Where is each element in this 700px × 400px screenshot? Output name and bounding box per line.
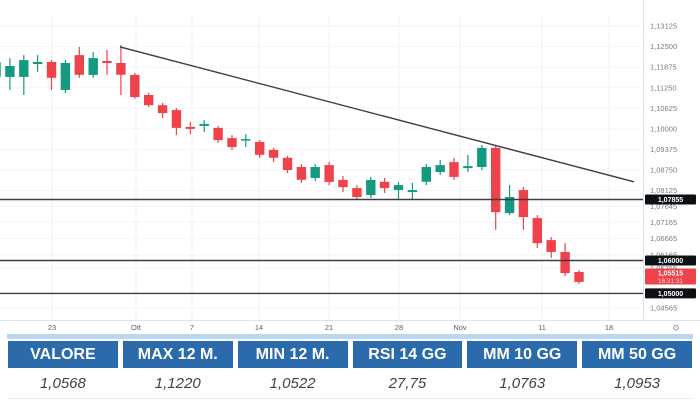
time-axis-labels[interactable]: 23 Ott 7 14 21 28 Nov 11 18 [48, 323, 613, 332]
header-min-12m: MIN 12 M. [237, 341, 348, 368]
svg-text:28: 28 [395, 323, 403, 332]
price-chart-panel: 1,13125 1,12500 1,11875 1,11250 1,10625 1,100… [0, 0, 700, 340]
svg-text:21: 21 [325, 323, 333, 332]
svg-text:1,08125: 1,08125 [650, 186, 677, 195]
svg-text:1,06000: 1,06000 [658, 258, 683, 265]
price-line-badges: 1,07855 1,06000 1,05000 [645, 194, 696, 299]
svg-text:1,10625: 1,10625 [650, 104, 677, 113]
price-level-lines[interactable] [0, 198, 643, 295]
svg-text:1,05000: 1,05000 [658, 291, 683, 298]
svg-text:1,06665: 1,06665 [650, 234, 677, 243]
stats-table-header-row: VALORE MAX 12 M. MIN 12 M. RSI 14 GG MM … [8, 341, 692, 368]
header-rsi-14gg: RSI 14 GG [352, 341, 463, 368]
svg-text:11: 11 [538, 323, 546, 332]
header-valore: VALORE [8, 341, 118, 368]
stats-table-value-row: 1,0568 1,1220 1,0522 27,75 1,0763 1,0953 [8, 368, 692, 399]
svg-text:1,08750: 1,08750 [650, 166, 677, 175]
value-valore: 1,0568 [8, 368, 118, 398]
svg-text:1,10000: 1,10000 [650, 125, 677, 134]
time-scrollbar[interactable] [7, 334, 693, 339]
value-min-12m: 1,0522 [237, 368, 348, 398]
svg-text:Nov: Nov [453, 323, 467, 332]
trendline[interactable] [119, 46, 635, 183]
svg-text:1,05515: 1,05515 [658, 271, 683, 278]
svg-text:1,12500: 1,12500 [650, 42, 677, 51]
stats-table: VALORE MAX 12 M. MIN 12 M. RSI 14 GG MM … [8, 341, 692, 399]
price-axis-labels[interactable]: 1,13125 1,12500 1,11875 1,11250 1,10625 1,100… [650, 22, 677, 313]
svg-text:1,11875: 1,11875 [650, 63, 677, 72]
svg-text:1,07645: 1,07645 [650, 202, 677, 211]
svg-text:1,07855: 1,07855 [658, 197, 683, 204]
svg-text:Ott: Ott [131, 323, 142, 332]
header-mm-10gg: MM 10 GG [467, 341, 578, 368]
candlestick-chart[interactable]: 1,13125 1,12500 1,11875 1,11250 1,10625 1,100… [0, 0, 700, 340]
header-mm-50gg: MM 50 GG [582, 341, 692, 368]
svg-text:1,06165: 1,06165 [650, 251, 677, 260]
gear-icon[interactable]: ⚙ [672, 324, 680, 334]
svg-text:1,09375: 1,09375 [650, 145, 677, 154]
value-mm-50gg: 1,0953 [582, 368, 692, 398]
svg-text:1,04565: 1,04565 [650, 303, 677, 312]
svg-text:14: 14 [255, 323, 263, 332]
header-max-12m: MAX 12 M. [122, 341, 233, 368]
value-rsi-14gg: 27,75 [352, 368, 463, 398]
svg-text:7: 7 [190, 323, 194, 332]
svg-text:1,13125: 1,13125 [650, 22, 677, 31]
svg-text:23: 23 [48, 323, 56, 332]
svg-text:1,07165: 1,07165 [650, 218, 677, 227]
value-max-12m: 1,1220 [122, 368, 233, 398]
svg-text:18: 18 [605, 323, 613, 332]
svg-text:1,05765: 1,05765 [650, 264, 677, 273]
candles [0, 44, 584, 284]
svg-text:16:31:31: 16:31:31 [658, 278, 683, 285]
svg-text:1,11250: 1,11250 [650, 83, 677, 92]
value-mm-10gg: 1,0763 [467, 368, 578, 398]
